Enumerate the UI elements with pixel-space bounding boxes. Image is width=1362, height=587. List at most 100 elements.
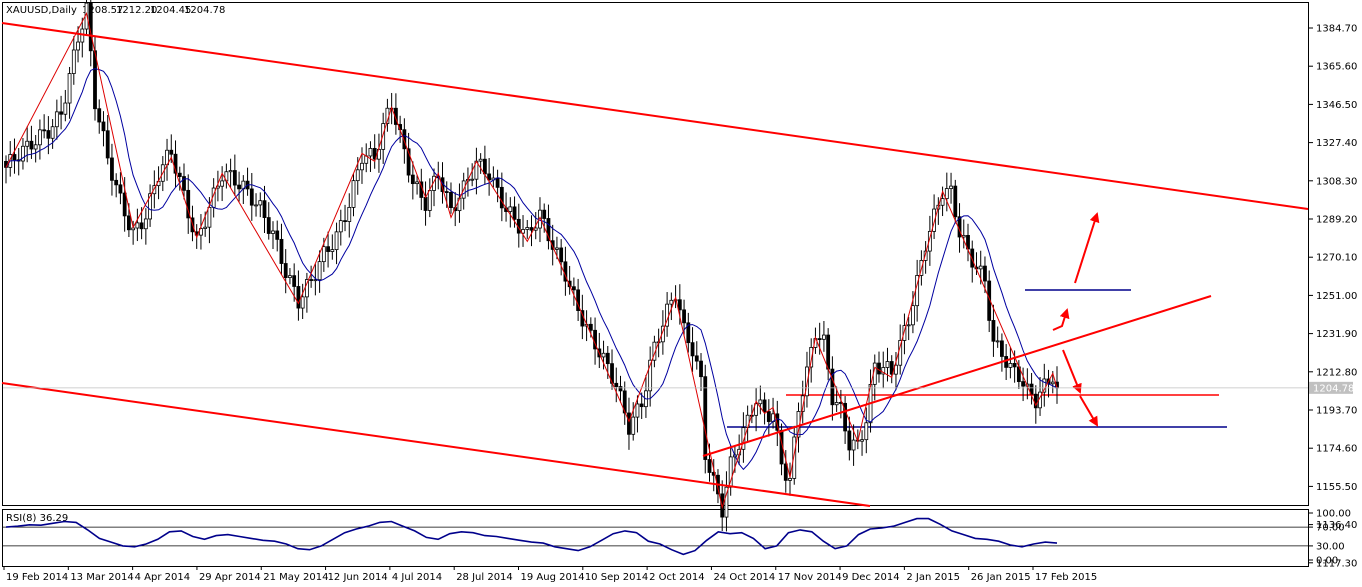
bear-candle	[1004, 356, 1009, 368]
bear-candle	[983, 265, 987, 282]
bear-candle	[105, 130, 110, 159]
time-tick-label: 21 May 2014	[263, 572, 328, 583]
channel-upper-line[interactable]	[1, 22, 1309, 210]
bear-candle	[826, 334, 831, 370]
price-tick-label: 1270.10	[1316, 253, 1357, 264]
bear-candle	[232, 170, 237, 186]
bear-candle	[393, 107, 398, 125]
bull-candle	[923, 250, 928, 261]
bear-candle	[605, 352, 610, 365]
bull-candle	[313, 279, 318, 282]
time-tick-label: 13 Mar 2014	[70, 572, 133, 583]
bear-candle	[495, 177, 500, 188]
bear-candle	[487, 173, 492, 181]
bull-candle	[809, 347, 814, 368]
bear-candle	[783, 463, 788, 481]
bull-candle	[470, 178, 475, 181]
channel-lower-line[interactable]	[1, 382, 871, 507]
low-value: 1204.45	[150, 5, 191, 16]
bear-candle	[1029, 383, 1034, 395]
bear-candle	[173, 153, 178, 174]
rsi-label: RSI(8) 36.29	[6, 513, 68, 524]
time-tick-label: 2 Jan 2015	[906, 572, 960, 583]
horizontal-levels	[727, 289, 1227, 428]
bear-candle	[449, 191, 453, 208]
bull-candle	[63, 102, 68, 115]
bull-candle	[317, 261, 322, 281]
rising-trend-line[interactable]	[702, 295, 1212, 457]
rsi-line	[5, 517, 1058, 556]
bull-candle	[788, 478, 792, 481]
bull-candle	[334, 231, 339, 251]
up-arrow-long	[1074, 212, 1100, 284]
bear-candle	[550, 240, 555, 250]
time-tick-label: 19 Feb 2014	[6, 572, 68, 583]
bull-candle	[724, 486, 729, 518]
bull-candle	[894, 364, 898, 375]
bear-candle	[1021, 381, 1025, 387]
time-tick-label: 9 Dec 2014	[842, 572, 900, 583]
bear-candle	[29, 140, 34, 150]
bull-candle	[631, 416, 636, 435]
bull-candle	[1050, 381, 1055, 385]
bull-candle	[741, 427, 746, 450]
bull-candle	[338, 220, 343, 233]
zigzag-line	[5, 11, 1058, 510]
bull-candle	[135, 222, 140, 229]
bull-candle	[927, 230, 932, 252]
bear-candle	[309, 279, 314, 281]
bull-candle	[911, 305, 915, 326]
moving-average-line	[5, 68, 1058, 471]
bear-candle	[118, 184, 123, 194]
bull-candle	[902, 325, 907, 341]
bull-candle	[949, 185, 953, 189]
bear-candle	[59, 111, 63, 115]
bull-candle	[754, 403, 759, 416]
bear-candle	[292, 275, 297, 287]
bull-candle	[525, 227, 530, 230]
bear-candle	[1012, 363, 1017, 368]
bear-candle	[559, 247, 564, 263]
rsi-pane[interactable]	[2, 509, 1309, 567]
bull-candle	[288, 275, 292, 278]
bull-candle	[71, 49, 76, 74]
bear-candle	[266, 217, 271, 234]
bear-candle	[279, 238, 284, 264]
time-tick-label: 2 Oct 2014	[649, 572, 704, 583]
bull-candle	[304, 279, 309, 298]
bull-candle	[203, 226, 208, 229]
price-tick-label: 1193.70	[1316, 406, 1357, 417]
bear-candle	[186, 189, 191, 219]
price-tick-label: 1231.90	[1316, 329, 1357, 340]
time-tick-label: 28 Jul 2014	[456, 572, 513, 583]
bear-candle	[542, 209, 547, 219]
bear-candle	[482, 158, 487, 175]
bull-candle	[21, 145, 25, 162]
rsi-tick-label: 100.00	[1316, 509, 1351, 520]
bear-candle	[262, 200, 267, 218]
bear-candle	[627, 412, 631, 435]
bear-candle	[889, 361, 894, 375]
bull-candle	[906, 324, 911, 327]
bear-candle	[97, 108, 102, 123]
bear-candle	[567, 280, 572, 288]
bear-candle	[326, 246, 330, 252]
time-tick-label: 10 Sep 2014	[585, 572, 648, 583]
price-tick-label: 1346.50	[1316, 100, 1357, 111]
bear-candle	[847, 430, 852, 451]
price-tick-label: 1117.30	[1316, 558, 1357, 569]
bull-candle	[885, 361, 890, 368]
time-tick-label: 17 Feb 2015	[1035, 572, 1097, 583]
bear-candle	[970, 248, 975, 268]
time-tick-label: 24 Oct 2014	[713, 572, 775, 583]
bear-candle	[546, 218, 551, 242]
bear-candle	[42, 129, 47, 132]
bear-candle	[177, 172, 182, 177]
time-tick-label: 26 Jan 2015	[971, 572, 1031, 583]
bear-candle	[843, 402, 848, 432]
bear-candle	[343, 220, 347, 223]
high-value: 1212.20	[116, 5, 157, 16]
rsi-axis: 100.00 70.00 30.00 0.00	[3, 509, 1351, 567]
price-pane[interactable]	[2, 2, 1309, 506]
